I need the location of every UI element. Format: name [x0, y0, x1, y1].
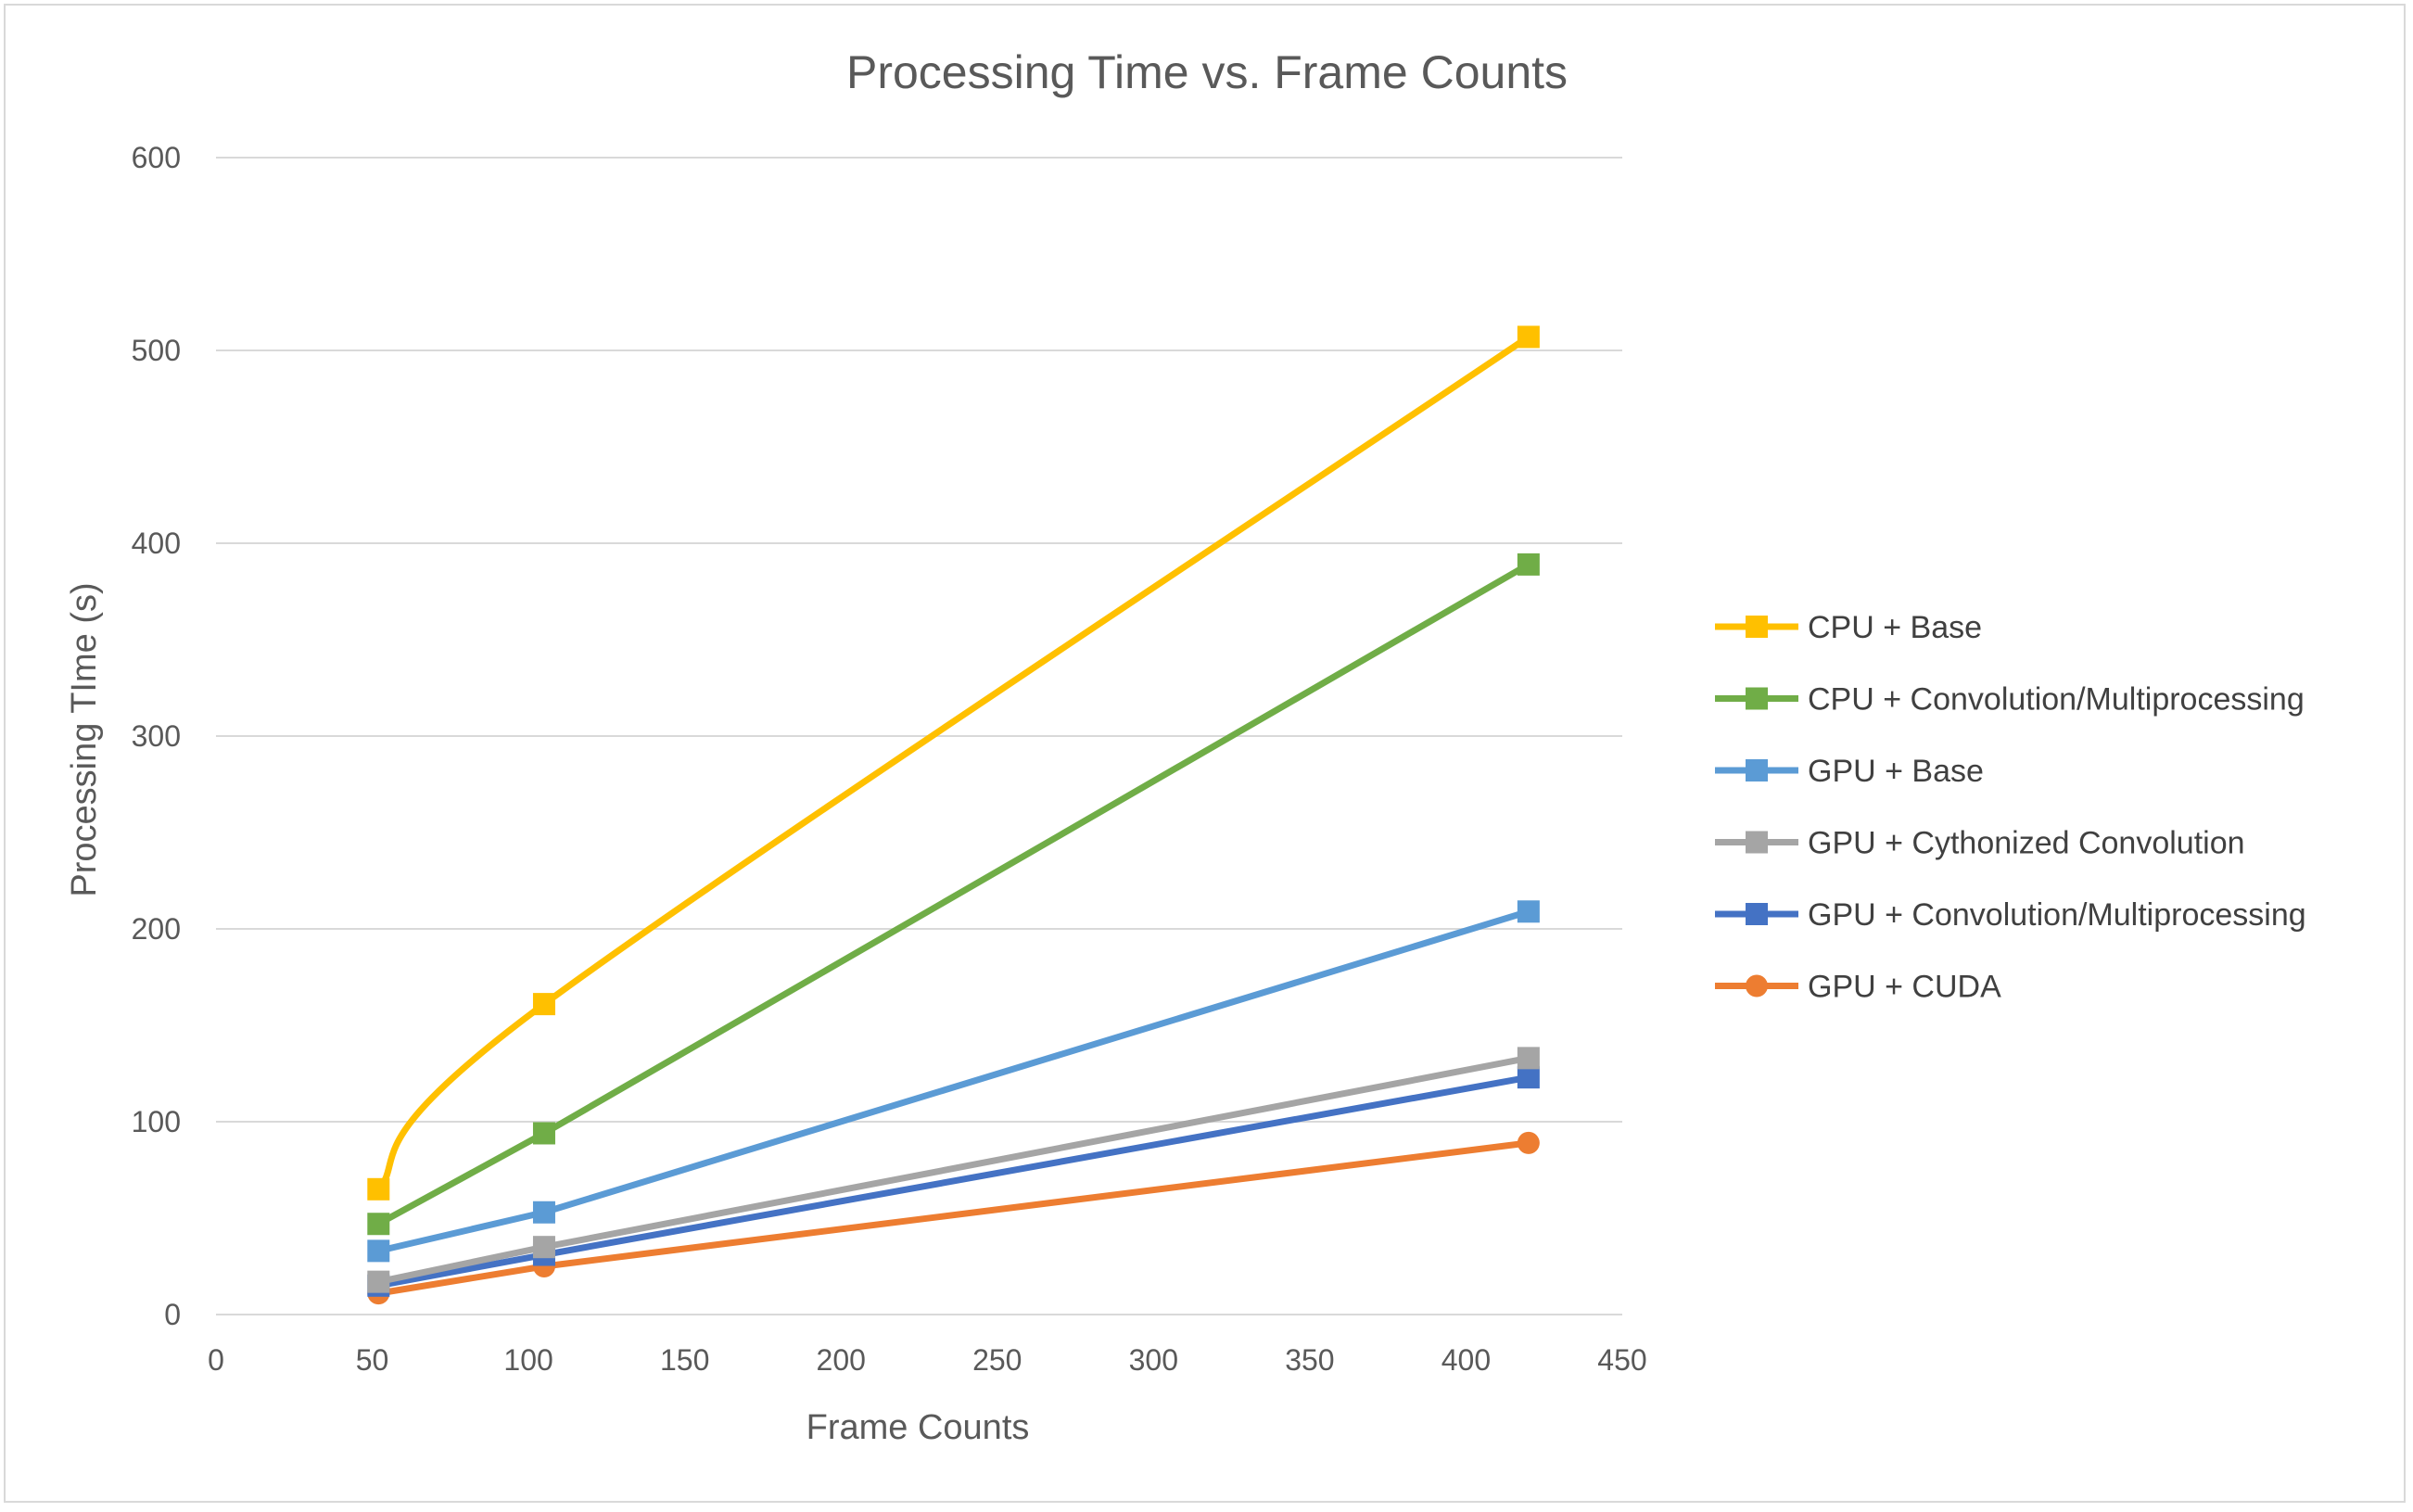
legend-label: GPU + Convolution/Multiprocessing: [1808, 897, 2306, 933]
y-tick-label: 600: [132, 141, 181, 174]
data-point: [367, 1177, 390, 1201]
data-point: [532, 1122, 555, 1145]
x-tick-label: 250: [972, 1343, 1022, 1377]
data-point: [1517, 1066, 1540, 1089]
legend-marker: [1746, 974, 1768, 997]
series-2: [367, 900, 1540, 1263]
legend-entry: GPU + CUDA: [1715, 970, 2001, 1005]
data-point: [1517, 325, 1540, 349]
data-point: [367, 1239, 390, 1263]
x-tick-label: 200: [817, 1343, 866, 1377]
legend-marker: [1746, 616, 1768, 638]
legend-entry: GPU + Convolution/Multiprocessing: [1715, 897, 2306, 933]
legend: CPU + Base CPU + Convolution/Multiprocess…: [1715, 610, 2306, 1005]
data-point: [532, 993, 555, 1016]
data-point: [532, 1201, 555, 1224]
series-0: [367, 325, 1540, 1201]
x-tick-label: 100: [503, 1343, 552, 1377]
y-tick-label: 200: [132, 912, 181, 946]
y-axis-title: Processing TIme (s): [65, 582, 104, 896]
data-point: [367, 1213, 390, 1236]
x-tick-label: 50: [356, 1343, 389, 1377]
data-point: [1517, 1131, 1540, 1154]
series-line: [375, 908, 1532, 1254]
x-tick-label: 450: [1597, 1343, 1646, 1377]
chart-title: Processing Time vs. Frame Counts: [846, 46, 1568, 98]
y-tick-label: 0: [164, 1298, 181, 1331]
legend-label: GPU + Base: [1808, 754, 1984, 789]
legend-entry: CPU + Base: [1715, 610, 1982, 645]
series-line: [375, 333, 1532, 1193]
legend-entry: GPU + Base: [1715, 754, 1984, 789]
legend-label: GPU + CUDA: [1808, 970, 2001, 1005]
data-point: [532, 1236, 555, 1259]
x-tick-label: 300: [1129, 1343, 1178, 1377]
legend-label: CPU + Base: [1808, 610, 1982, 645]
series-4: [367, 1066, 1540, 1297]
y-tick-label: 300: [132, 719, 181, 753]
data-point: [367, 1270, 390, 1293]
data-point: [1517, 1047, 1540, 1070]
legend-entry: GPU + Cythonized Convolution: [1715, 826, 2245, 861]
series-3: [367, 1047, 1540, 1293]
y-axis-ticks: 0 100 200 300 400 500 600: [132, 141, 181, 1331]
legend-label: GPU + Cythonized Convolution: [1808, 826, 2245, 861]
y-tick-label: 100: [132, 1105, 181, 1138]
x-axis-title: Frame Counts: [806, 1408, 1030, 1447]
legend-entry: CPU + Convolution/Multiprocessing: [1715, 682, 2305, 718]
x-tick-label: 150: [660, 1343, 709, 1377]
series-layer: [367, 325, 1540, 1305]
legend-marker: [1746, 759, 1768, 781]
y-tick-label: 400: [132, 527, 181, 560]
gridlines: [216, 157, 1622, 1315]
x-tick-label: 0: [208, 1343, 224, 1377]
x-tick-label: 350: [1285, 1343, 1334, 1377]
legend-marker: [1746, 903, 1768, 925]
series-1: [367, 553, 1540, 1236]
data-point: [1517, 900, 1540, 923]
x-axis-ticks: 0 50 100 150 200 250 300 350 400 450: [208, 1343, 1647, 1377]
y-tick-label: 500: [132, 334, 181, 367]
x-tick-label: 400: [1441, 1343, 1491, 1377]
legend-label: CPU + Convolution/Multiprocessing: [1808, 682, 2305, 718]
legend-marker: [1746, 687, 1768, 710]
legend-marker: [1746, 831, 1768, 854]
data-point: [1517, 553, 1540, 576]
